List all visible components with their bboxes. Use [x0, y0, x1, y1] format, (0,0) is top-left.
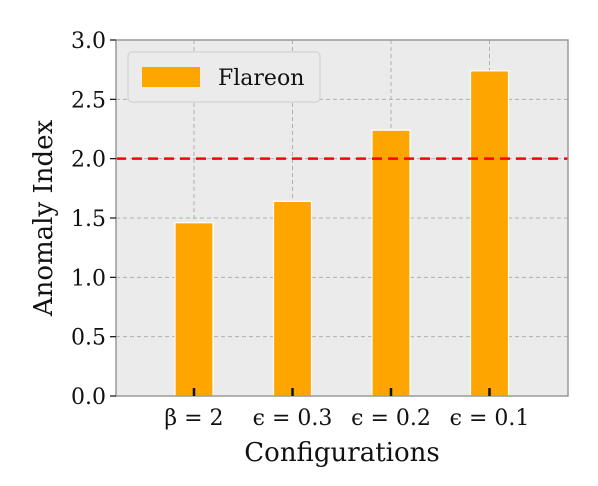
y-tick-label: 0.0: [71, 385, 106, 410]
legend-label-flareon: Flareon: [218, 66, 304, 91]
bar: [174, 222, 214, 397]
legend-box: [127, 51, 321, 103]
bars: [174, 70, 510, 397]
x-tick-label: ϵ = 0.3: [253, 406, 333, 431]
y-tick-label: 1.0: [71, 266, 106, 291]
y-tick-label: 3.0: [71, 29, 106, 54]
x-tick-label: β = 2: [164, 406, 223, 431]
legend: Flareon: [127, 51, 321, 103]
bar: [371, 129, 411, 397]
x-axis-ticks: β = 2 ϵ = 0.3 ϵ = 0.2 ϵ = 0.1: [164, 388, 529, 431]
y-tick-label: 0.5: [71, 326, 106, 351]
y-tick-label: 1.5: [71, 207, 106, 232]
bar: [469, 70, 510, 397]
x-tick-label: ϵ = 0.1: [450, 406, 530, 431]
x-axis-label: Configurations: [244, 438, 439, 468]
bar: [272, 200, 313, 397]
y-axis-label: Anomaly Index: [29, 120, 59, 318]
y-tick-label: 2.5: [71, 88, 106, 113]
y-axis-ticks: 0.0 0.5 1.0 1.5 2.0 2.5 3.0: [71, 29, 116, 410]
x-tick-label: ϵ = 0.2: [351, 406, 431, 431]
legend-swatch-flareon: [142, 67, 200, 87]
y-tick-label: 2.0: [71, 148, 106, 173]
